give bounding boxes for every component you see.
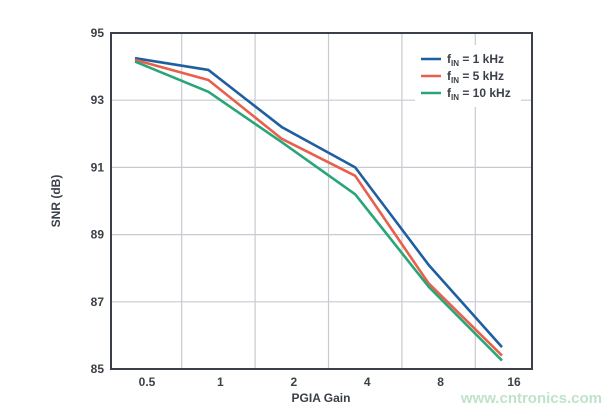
- y-tick-labels: 85 87 89 91 93 95: [91, 26, 105, 376]
- plot-frame: [110, 32, 533, 370]
- watermark: www.cntronics.com: [460, 390, 602, 407]
- series-lines: [134, 56, 503, 362]
- y-tick-label: 87: [91, 295, 105, 309]
- x-tick-label: 4: [364, 375, 371, 389]
- x-tick-label: 8: [437, 375, 444, 389]
- y-tick-label: 89: [91, 228, 105, 242]
- x-tick-label: 2: [290, 375, 297, 389]
- y-tick-label: 91: [91, 160, 105, 174]
- y-tick-label: 85: [91, 362, 105, 376]
- x-axis-label: PGIA Gain: [292, 391, 351, 405]
- series-line: [134, 56, 503, 349]
- x-tick-labels: 0.5 1 2 4 8 16: [139, 375, 521, 389]
- series-line: [134, 60, 503, 362]
- legend-label: fIN = 5 kHz: [447, 69, 504, 85]
- y-tick-label: 93: [91, 93, 105, 107]
- series-line: [134, 58, 503, 357]
- x-tick-label: 0.5: [139, 375, 156, 389]
- legend-label: fIN = 1 kHz: [447, 52, 504, 68]
- y-tick-label: 95: [91, 26, 105, 40]
- legend-label: fIN = 10 kHz: [447, 86, 511, 102]
- x-tick-label: 16: [507, 375, 521, 389]
- x-tick-label: 1: [217, 375, 224, 389]
- y-axis-label: SNR (dB): [49, 175, 63, 228]
